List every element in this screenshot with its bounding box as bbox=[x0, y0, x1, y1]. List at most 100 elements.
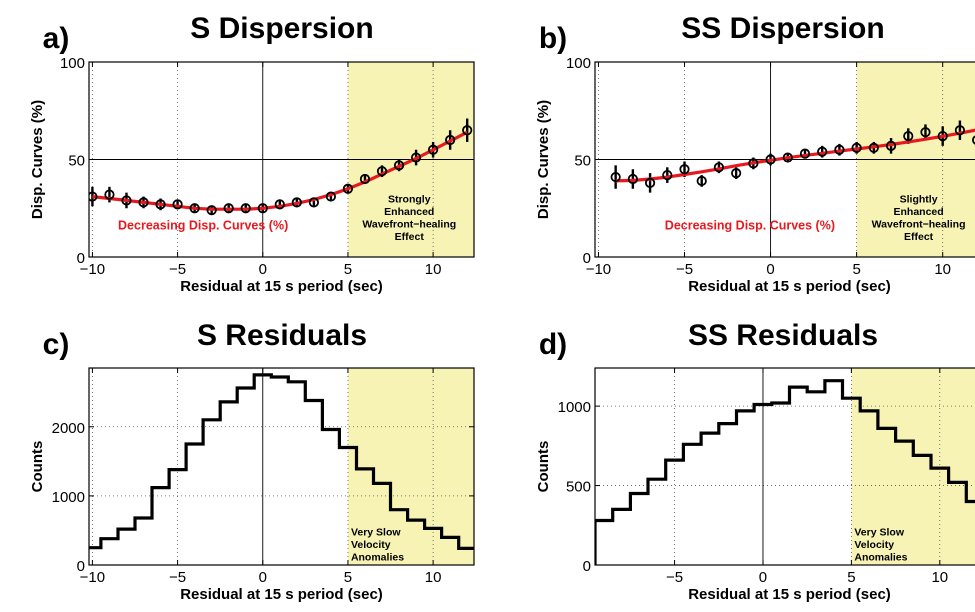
data-point bbox=[410, 152, 422, 163]
x-tick-label: −5 bbox=[666, 569, 683, 586]
annotation-line: Enhanced bbox=[893, 206, 943, 218]
x-tick-label: −10 bbox=[80, 261, 105, 278]
annotation-line: Wavefront−healing bbox=[362, 218, 456, 230]
x-tick-label: 0 bbox=[259, 569, 267, 586]
data-point bbox=[782, 152, 793, 163]
y-axis-label: Counts bbox=[535, 441, 552, 493]
y-tick-label: 0 bbox=[583, 250, 591, 267]
y-tick-label: 1000 bbox=[558, 399, 591, 416]
data-point bbox=[662, 170, 673, 181]
x-tick-label: 10 bbox=[425, 261, 442, 278]
annotation-label: Decreasing Disp. Curves (%) bbox=[118, 219, 288, 233]
data-point bbox=[291, 197, 302, 208]
data-point bbox=[189, 203, 200, 214]
data-point bbox=[799, 148, 811, 159]
y-tick-label: 50 bbox=[68, 153, 85, 170]
annotation-line: Slightly bbox=[900, 193, 938, 205]
annotation-line: Wavefront−healing bbox=[872, 218, 966, 230]
data-point bbox=[206, 205, 217, 216]
annotation-line: Effect bbox=[904, 231, 934, 243]
data-point bbox=[679, 164, 690, 175]
panel-label: a) bbox=[43, 22, 70, 55]
data-point bbox=[89, 191, 98, 202]
y-axis-label: Disp. Curves (%) bbox=[535, 100, 552, 219]
data-point bbox=[121, 195, 132, 206]
data-point bbox=[834, 144, 845, 155]
data-point bbox=[104, 189, 115, 200]
data-point bbox=[851, 142, 862, 153]
y-axis-label: Disp. Curves (%) bbox=[29, 100, 46, 219]
panel-a: Decreasing Disp. Curves (%) StronglyEnhan… bbox=[29, 12, 475, 295]
x-tick-label: 5 bbox=[847, 569, 855, 586]
data-point bbox=[223, 203, 234, 214]
axes-frame bbox=[594, 367, 975, 566]
x-tick-label: −5 bbox=[169, 261, 186, 278]
annotation-line: Effect bbox=[395, 231, 425, 243]
y-tick-label: 1000 bbox=[52, 489, 85, 506]
histogram-steps bbox=[595, 379, 975, 565]
x-tick-label: −10 bbox=[80, 569, 105, 586]
data-point bbox=[696, 175, 707, 187]
data-point bbox=[138, 197, 149, 208]
annotation-line: Anomalies bbox=[854, 552, 907, 564]
data-point bbox=[172, 199, 183, 210]
fit-curve bbox=[92, 130, 468, 211]
chart-title: S Residuals bbox=[197, 319, 367, 352]
data-point bbox=[731, 168, 742, 179]
annotation-line: Very Slow bbox=[854, 527, 904, 539]
grid bbox=[89, 368, 474, 565]
plot-data bbox=[595, 379, 975, 565]
data-point bbox=[445, 134, 456, 146]
data-point bbox=[274, 199, 285, 210]
data-point bbox=[972, 135, 975, 145]
data-point bbox=[748, 158, 759, 169]
data-point bbox=[817, 146, 828, 157]
x-tick-label: 5 bbox=[344, 261, 352, 278]
data-point bbox=[903, 131, 914, 142]
data-point bbox=[765, 154, 776, 165]
highlight-band bbox=[851, 368, 975, 565]
data-point bbox=[885, 140, 897, 151]
data-point bbox=[393, 160, 405, 171]
data-point bbox=[325, 191, 337, 202]
annotation-line: Anomalies bbox=[351, 551, 404, 563]
grid bbox=[595, 368, 975, 565]
data-point bbox=[155, 199, 166, 210]
y-tick-label: 500 bbox=[566, 479, 591, 496]
x-axis-label: Residual at 15 s period (sec) bbox=[180, 586, 383, 603]
annotation-label: Decreasing Disp. Curves (%) bbox=[665, 219, 835, 233]
fit-curve bbox=[615, 128, 975, 183]
y-tick-label: 0 bbox=[583, 558, 591, 575]
data-point bbox=[920, 127, 931, 138]
x-tick-label: 10 bbox=[934, 261, 951, 278]
data-point bbox=[342, 183, 354, 194]
annotation-line: Strongly bbox=[388, 193, 431, 205]
y-tick-label: 100 bbox=[60, 55, 85, 72]
panel-b: Decreasing Disp. Curves (%) SlightlyEnhan… bbox=[535, 12, 975, 295]
data-point bbox=[937, 131, 948, 142]
data-point bbox=[428, 144, 439, 155]
x-tick-label: 0 bbox=[766, 261, 774, 278]
annotation-line: Very Slow bbox=[351, 526, 401, 538]
x-axis-label: Residual at 15 s period (sec) bbox=[180, 278, 383, 295]
data-point bbox=[462, 125, 473, 136]
x-tick-label: 0 bbox=[759, 569, 767, 586]
chart-title: SS Residuals bbox=[688, 319, 878, 352]
x-tick-label: −10 bbox=[586, 261, 611, 278]
data-point bbox=[644, 177, 656, 188]
plot-data bbox=[610, 120, 975, 193]
x-axis-label: Residual at 15 s period (sec) bbox=[688, 278, 891, 295]
panel-label: c) bbox=[43, 328, 70, 361]
x-tick-label: 10 bbox=[425, 569, 442, 586]
data-point bbox=[627, 173, 638, 185]
data-point bbox=[240, 203, 251, 214]
panel-label: d) bbox=[539, 328, 567, 361]
y-tick-label: 0 bbox=[77, 558, 85, 575]
data-point bbox=[954, 125, 966, 136]
grid bbox=[89, 62, 474, 257]
data-point bbox=[610, 171, 621, 183]
data-point bbox=[359, 173, 371, 185]
